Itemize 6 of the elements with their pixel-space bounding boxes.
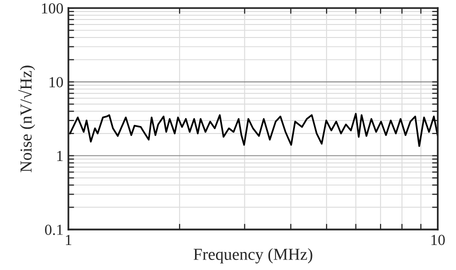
- y-tick-label: 0.1: [45, 224, 63, 236]
- y-tick-label: 100: [42, 3, 63, 14]
- y-tick-label: 1: [57, 150, 63, 161]
- y-axis-title: Noise (nV/√Hz): [18, 66, 36, 172]
- y-tick-label: 10: [50, 77, 63, 88]
- x-axis-title: Frequency (MHz): [194, 248, 312, 264]
